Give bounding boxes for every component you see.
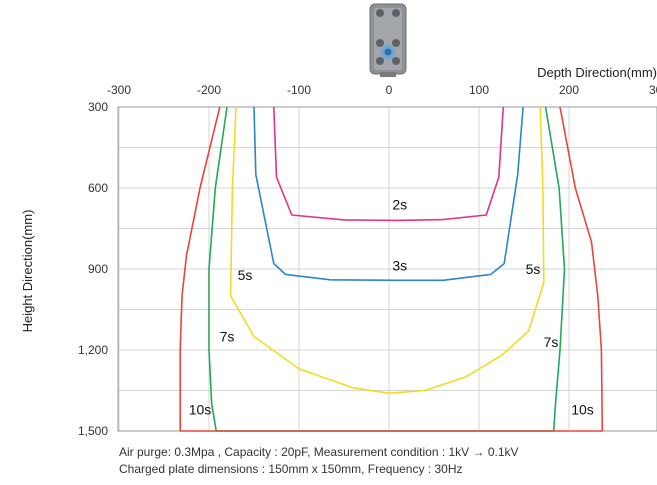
footer-conditions: Air purge: 0.3Mpa , Capacity : 20pF, Mea… [119,445,519,459]
curve-label-2s: 2s [392,197,407,213]
x-tick-label: -300 [107,83,131,97]
x-tick-label: -200 [197,83,221,97]
curve-labels: 2s 3s 5s 5s 7s 7s 10s 10s [189,197,594,418]
y-tick-label: 1,500 [78,424,108,438]
footer-plate-info: Charged plate dimensions : 150mm x 150mm… [119,462,463,476]
ionizer-device-icon [369,3,407,77]
x-tick-label: 200 [559,83,579,97]
curve-label-5s: 5s [526,261,541,277]
curve-label-10s: 10s [189,401,212,417]
series-line-5s [229,106,545,394]
curve-label-7s: 7s [544,334,559,350]
y-tick-label: 900 [88,262,108,276]
series-line-10s [179,106,604,432]
y-tick-label: 1,200 [78,343,108,357]
x-tick-label: 300 [649,83,657,97]
y-tick-label: 300 [88,100,108,114]
grid [118,107,657,431]
curve-label-10s: 10s [571,401,594,417]
curve-label-5s: 5s [238,267,253,283]
x-axis-title: Depth Direction(mm) [537,65,657,80]
series-line-3s [253,106,524,282]
series-line-2s [273,106,505,222]
curve-label-7s: 7s [220,328,235,344]
y-tick-label: 600 [88,181,108,195]
y-axis-ticks: 300 600 900 1,200 1,500 [78,100,108,438]
x-tick-label: 0 [386,83,393,97]
curve-label-3s: 3s [392,258,407,274]
x-tick-label: 100 [469,83,489,97]
x-tick-label: -100 [287,83,311,97]
curves [179,106,604,432]
y-axis-title: Height Direction(mm) [20,210,35,333]
x-axis-ticks: -300 -200 -100 0 100 200 300 [107,83,657,97]
